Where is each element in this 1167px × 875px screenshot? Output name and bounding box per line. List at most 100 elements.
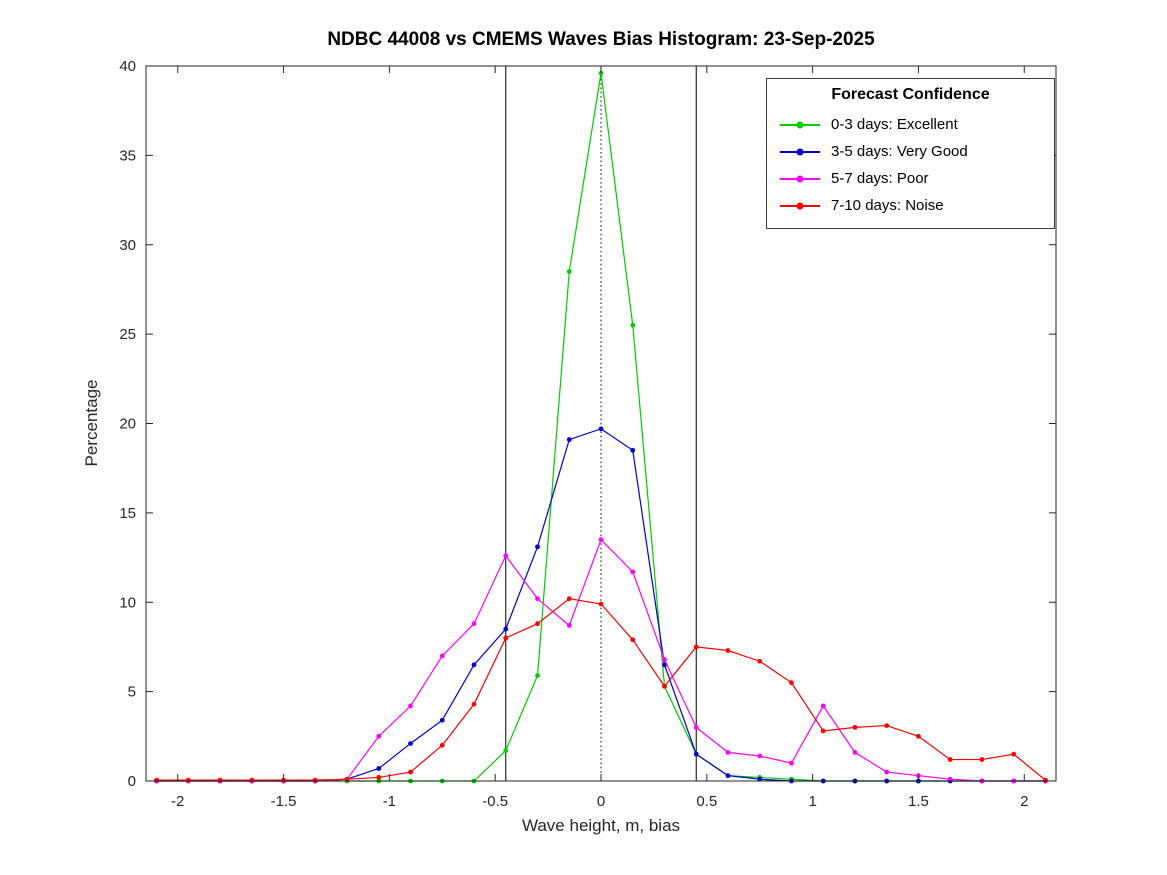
legend-swatch-line: [780, 148, 820, 155]
data-point: [471, 621, 477, 627]
data-point: [535, 596, 540, 602]
data-point: [598, 601, 604, 607]
x-tick-label: 2: [1020, 793, 1028, 810]
data-point: [376, 775, 382, 780]
data-point: [725, 773, 731, 779]
legend-marker-dot: [796, 202, 804, 209]
y-tick-label: 15: [119, 505, 136, 522]
data-point: [1011, 751, 1017, 757]
data-point: [630, 322, 636, 328]
data-point: [662, 657, 667, 662]
legend-item: 7-10 days: Noise: [767, 192, 1054, 219]
y-tick-label: 35: [119, 147, 136, 164]
data-point: [566, 437, 572, 442]
data-point: [884, 769, 890, 775]
legend-item: 5-7 days: Poor: [767, 165, 1054, 192]
data-point: [503, 748, 509, 754]
legend-marker-dot: [796, 148, 804, 155]
x-tick-label: -0.5: [482, 793, 508, 810]
y-tick-label: 10: [119, 594, 136, 611]
legend: Forecast Confidence 0-3 days: Excellent …: [766, 78, 1055, 229]
y-tick-label: 40: [119, 58, 136, 75]
y-tick-label: 30: [119, 237, 136, 254]
x-tick-label: 1.5: [908, 793, 929, 810]
legend-swatch-line: [780, 175, 820, 182]
data-point: [789, 760, 794, 766]
data-point: [566, 596, 572, 602]
data-point: [757, 658, 763, 664]
data-point: [312, 777, 318, 783]
data-point: [979, 757, 985, 762]
x-tick-label: 0: [597, 793, 605, 810]
data-point: [757, 753, 763, 759]
legend-item: 0-3 days: Excellent: [767, 111, 1054, 138]
data-point: [598, 537, 604, 543]
legend-item-label: 0-3 days: Excellent: [831, 116, 958, 133]
data-point: [789, 680, 794, 686]
y-axis-label: Percentage: [82, 380, 101, 467]
data-point: [471, 701, 477, 707]
data-point: [662, 683, 667, 689]
y-tick-label: 20: [119, 416, 136, 433]
data-point: [408, 769, 413, 775]
y-tick-label: 5: [128, 684, 136, 701]
data-point: [535, 673, 540, 678]
legend-item: 3-5 days: Very Good: [767, 138, 1054, 165]
data-point: [947, 757, 953, 762]
data-point: [820, 728, 826, 734]
data-point: [725, 648, 731, 653]
data-point: [630, 637, 636, 643]
legend-item-label: 5-7 days: Poor: [831, 170, 929, 187]
x-tick-label: -1.5: [271, 793, 297, 810]
chart-title: NDBC 44008 vs CMEMS Waves Bias Histogram…: [327, 29, 875, 50]
legend-marker-dot: [796, 121, 804, 128]
data-point: [503, 553, 509, 559]
data-point: [376, 733, 382, 739]
data-point: [408, 741, 413, 746]
data-point: [693, 751, 699, 757]
data-point: [217, 777, 223, 783]
data-point: [630, 569, 636, 575]
data-point: [820, 703, 826, 709]
legend-title: Forecast Confidence: [831, 86, 990, 103]
data-point: [185, 777, 191, 783]
data-point: [852, 724, 858, 730]
data-point: [693, 724, 699, 730]
x-tick-label: -2: [171, 793, 184, 810]
data-point: [1043, 777, 1048, 783]
data-point: [376, 766, 382, 771]
data-point: [947, 776, 953, 782]
x-tick-label: 0.5: [696, 793, 717, 810]
data-point: [566, 269, 572, 274]
data-point: [535, 544, 540, 550]
data-point: [344, 776, 350, 782]
x-axis-label: Wave height, m, bias: [522, 816, 680, 835]
legend-swatch-line: [780, 121, 820, 128]
data-point: [757, 776, 763, 782]
data-point: [408, 703, 413, 709]
data-point: [439, 717, 445, 723]
data-point: [852, 750, 858, 755]
data-point: [535, 621, 540, 627]
data-point: [566, 623, 572, 628]
legend-item-label: 7-10 days: Noise: [831, 197, 944, 214]
x-tick-label: -1: [383, 793, 396, 810]
data-point: [471, 662, 477, 668]
legend-marker-dot: [796, 175, 804, 182]
data-point: [693, 644, 699, 650]
data-point: [154, 777, 159, 783]
x-tick-label: 1: [808, 793, 816, 810]
data-point: [249, 777, 255, 783]
data-point: [884, 723, 890, 728]
data-point: [916, 733, 921, 739]
data-point: [725, 750, 731, 755]
data-point: [598, 426, 604, 432]
data-point: [630, 447, 636, 453]
y-tick-label: 0: [128, 773, 136, 790]
data-point: [439, 653, 445, 659]
y-tick-label: 25: [119, 326, 136, 343]
data-point: [503, 635, 509, 641]
